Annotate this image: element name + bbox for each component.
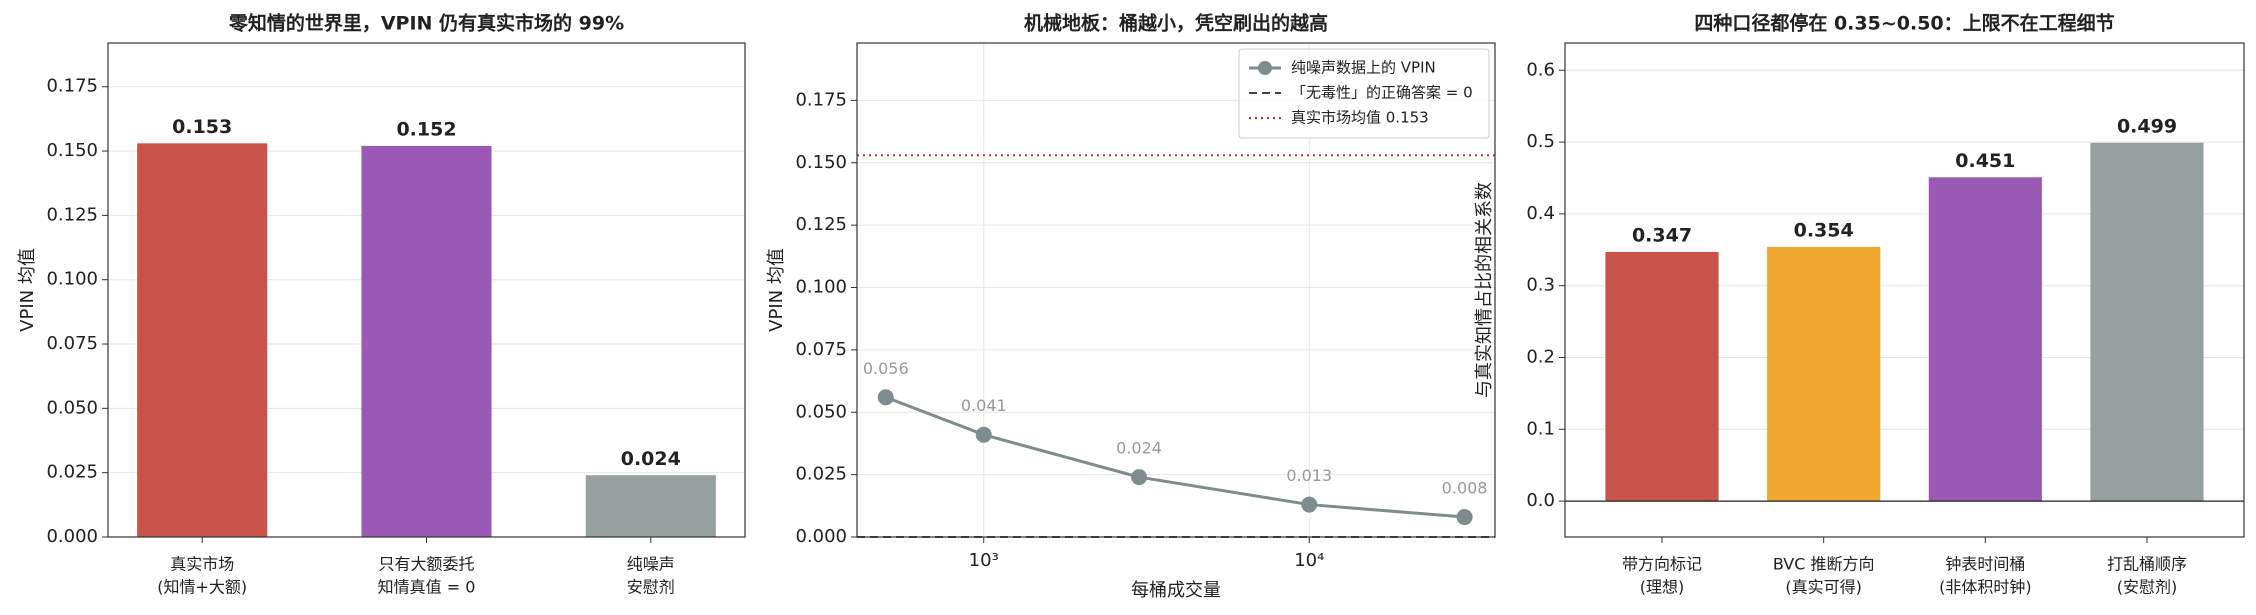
x-tick-label: BVC 推断方向 <box>1773 555 1875 574</box>
chart-title: 机械地板：桶越小，凭空刷出的越高 <box>1024 12 1328 35</box>
x-tick-label: (知情+大额) <box>157 578 247 597</box>
x-tick-label: 知情真值 = 0 <box>378 578 476 597</box>
y-tick-label: 0.125 <box>46 204 98 225</box>
axes-frame <box>856 42 1496 538</box>
x-tick-label: (非体积时钟) <box>1939 578 2032 597</box>
y-tick-label: 0.025 <box>795 464 847 485</box>
legend-box <box>1238 48 1490 139</box>
x-tick-label: 安慰剂 <box>627 578 675 597</box>
data-point <box>1301 496 1318 513</box>
y-axis-label: VPIN 均值 <box>766 248 787 332</box>
legend-label: 真实市场均值 0.153 <box>1291 109 1429 127</box>
x-tick-label: 打乱桶顺序 <box>2107 555 2187 574</box>
axes-frame <box>107 42 746 538</box>
y-tick-label: 0.075 <box>795 339 847 360</box>
y-tick-label: 0.175 <box>795 89 847 110</box>
data-point <box>1131 469 1148 486</box>
y-tick-label: 0.100 <box>46 269 98 290</box>
x-tick-label: (理想) <box>1640 578 1685 597</box>
data-label: 0.008 <box>1442 479 1488 498</box>
data-label: 0.056 <box>863 359 909 378</box>
y-tick-label: 0.6 <box>1526 59 1555 80</box>
x-tick-label: 10⁴ <box>1294 550 1324 571</box>
y-tick-label: 0.3 <box>1526 275 1555 296</box>
x-tick-label: 钟表时间桶 <box>1945 555 2025 574</box>
y-tick-label: 0.0 <box>1526 490 1555 511</box>
value-label: 0.347 <box>1632 224 1692 246</box>
y-tick-label: 0.5 <box>1526 131 1555 152</box>
data-label: 0.041 <box>961 396 1007 415</box>
y-tick-label: 0.150 <box>46 140 98 161</box>
x-tick-label: 真实市场 <box>170 555 234 574</box>
value-label: 0.451 <box>1955 150 2015 172</box>
bar <box>1767 246 1881 502</box>
axes-frame <box>1564 42 2245 538</box>
y-tick-label: 0.125 <box>795 214 847 235</box>
data-line <box>885 395 1465 519</box>
bar <box>585 475 716 537</box>
y-tick-label: 0.075 <box>46 333 98 354</box>
x-tick-label: (安慰剂) <box>2117 578 2178 597</box>
x-tick-label: (真实可得) <box>1785 578 1862 597</box>
bar <box>137 143 268 537</box>
y-tick-label: 0.1 <box>1526 418 1555 439</box>
data-point <box>1456 509 1473 526</box>
y-tick-label: 0.100 <box>795 277 847 298</box>
y-tick-label: 0.150 <box>795 152 847 173</box>
y-tick-label: 0.4 <box>1526 203 1555 224</box>
value-label: 0.354 <box>1794 219 1854 241</box>
data-point <box>877 389 894 406</box>
bar <box>1605 251 1719 502</box>
bar <box>1928 177 2042 502</box>
y-tick-label: 0.2 <box>1526 346 1555 367</box>
y-axis-label: 与真实知情占比的相关系数 <box>1474 182 1495 398</box>
legend-label: 「无毒性」的正确答案 = 0 <box>1291 84 1473 102</box>
y-tick-label: 0.000 <box>46 526 98 547</box>
value-label: 0.152 <box>396 118 456 140</box>
chart-title: 零知情的世界里，VPIN 仍有真实市场的 99% <box>228 12 624 35</box>
x-tick-label: 纯噪声 <box>627 555 675 574</box>
legend-label: 纯噪声数据上的 VPIN <box>1291 59 1436 77</box>
y-tick-label: 0.050 <box>795 401 847 422</box>
data-label: 0.013 <box>1286 466 1332 485</box>
bar <box>361 145 492 537</box>
value-label: 0.024 <box>621 448 681 470</box>
value-label: 0.153 <box>172 116 232 138</box>
chart-title: 四种口径都停在 0.35~0.50：上限不在工程细节 <box>1694 12 2114 35</box>
value-label: 0.499 <box>2117 115 2177 137</box>
data-point <box>975 426 992 443</box>
x-tick-label: 带方向标记 <box>1622 555 1702 574</box>
legend-marker <box>1258 61 1272 75</box>
x-tick-label: 只有大额委托 <box>378 555 474 574</box>
y-tick-label: 0.175 <box>46 76 98 97</box>
y-axis-label: VPIN 均值 <box>17 248 38 332</box>
data-label: 0.024 <box>1116 439 1162 458</box>
x-tick-label: 10³ <box>969 550 999 571</box>
x-axis-label: 每桶成交量 <box>1131 580 1221 601</box>
y-tick-label: 0.025 <box>46 462 98 483</box>
y-tick-label: 0.050 <box>46 397 98 418</box>
y-tick-label: 0.000 <box>795 526 847 547</box>
bar <box>2090 142 2204 502</box>
